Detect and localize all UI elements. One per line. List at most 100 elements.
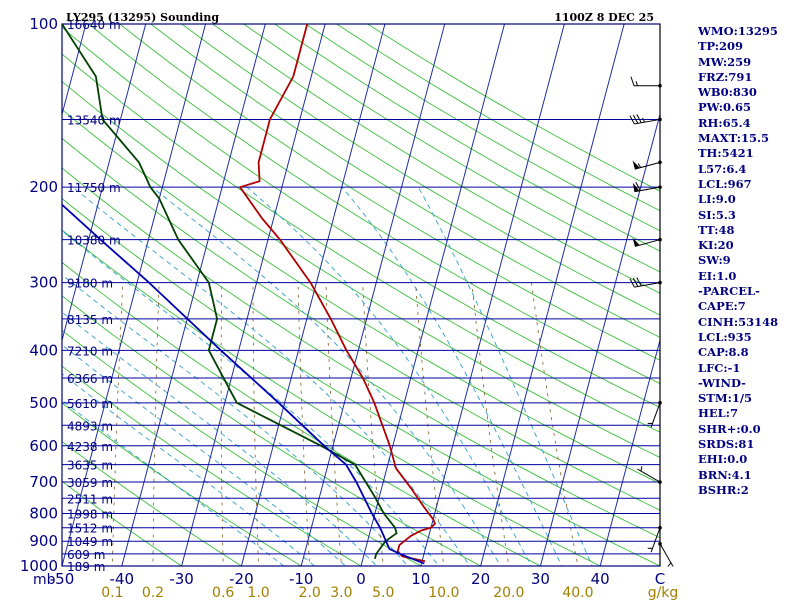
dewpoint-line bbox=[62, 24, 398, 560]
wind-barb bbox=[632, 182, 662, 193]
index-line: MAXT:15.5 bbox=[698, 131, 769, 146]
height-label: 2511 m bbox=[67, 492, 113, 506]
height-label: 3635 m bbox=[67, 459, 113, 473]
pressure-tick-label: 300 bbox=[29, 274, 58, 292]
pressure-tick-label: 500 bbox=[29, 394, 58, 412]
temperature-tick-label: 40 bbox=[591, 570, 610, 588]
moist-adiabat bbox=[246, 186, 532, 566]
pressure-tick-label: 700 bbox=[29, 473, 58, 491]
isotherm bbox=[62, 24, 207, 566]
dry-adiabat bbox=[62, 261, 542, 566]
wind-barb bbox=[647, 525, 662, 553]
isotherm bbox=[480, 24, 625, 566]
moist-adiabat bbox=[151, 186, 502, 566]
dry-adiabat bbox=[62, 197, 660, 566]
height-label: 1998 m bbox=[67, 507, 113, 521]
temperature-tick-label: -30 bbox=[169, 570, 194, 588]
wind-barb bbox=[632, 160, 662, 170]
mixing-ratio-label: 5.0 bbox=[372, 585, 394, 600]
index-line: EI:1.0 bbox=[698, 268, 737, 283]
isotherm bbox=[240, 24, 386, 566]
dry-adiabat bbox=[62, 295, 482, 566]
isotherm bbox=[599, 338, 660, 566]
index-line: CAPE:7 bbox=[698, 299, 746, 314]
wind-barb bbox=[637, 466, 662, 484]
wind-barb bbox=[629, 114, 662, 125]
mixing-ratio-line bbox=[362, 282, 384, 566]
height-label: 4238 m bbox=[67, 440, 113, 454]
index-line: STM:1/5 bbox=[698, 391, 753, 406]
mixing-ratio-line bbox=[471, 282, 510, 566]
height-label: 13540 m bbox=[67, 113, 121, 127]
height-label: 3059 m bbox=[67, 476, 113, 490]
indices-panel: WMO:13295 TP:209 MW:259 FRZ:791 WB0:830 PW:0.… bbox=[698, 24, 798, 498]
dry-adiabat bbox=[212, 24, 660, 294]
pressure-unit-label: mb bbox=[33, 572, 56, 588]
height-label: 8135 m bbox=[67, 313, 113, 327]
mixing-ratio-label: 1.0 bbox=[247, 585, 269, 600]
mixing-ratio-label: 10.0 bbox=[428, 585, 459, 600]
wind-barb bbox=[647, 401, 662, 428]
mixing-ratio-line bbox=[297, 282, 311, 566]
index-line: RH:65.4 bbox=[698, 115, 751, 130]
index-line: HEL:7 bbox=[698, 406, 738, 421]
index-line: BRN:4.1 bbox=[698, 467, 752, 482]
temperature-tick-label: 20 bbox=[471, 570, 490, 588]
pressure-tick-label: 200 bbox=[29, 178, 58, 196]
pressure-tick-label: 900 bbox=[29, 532, 58, 550]
index-line: TP:209 bbox=[698, 39, 744, 54]
sounding-time: 1100Z 8 DEC 25 bbox=[554, 11, 654, 24]
dry-adiabat bbox=[62, 137, 660, 511]
mixing-ratio-label: 0.1 bbox=[101, 585, 123, 600]
index-line: FRZ:791 bbox=[698, 69, 753, 84]
dry-adiabat bbox=[62, 229, 602, 566]
dry-adiabat bbox=[62, 53, 660, 433]
mixing-ratio-line bbox=[152, 282, 160, 566]
height-label: 609 m bbox=[67, 548, 105, 562]
index-line: TH:5421 bbox=[698, 146, 754, 161]
index-line: PW:0.65 bbox=[698, 100, 752, 115]
mixing-ratio-label: 40.0 bbox=[562, 585, 593, 600]
plot-frame bbox=[61, 23, 661, 567]
dry-adiabat bbox=[243, 24, 660, 273]
index-line: EHI:0.0 bbox=[698, 452, 748, 467]
temperature-tick-label: -10 bbox=[289, 570, 314, 588]
dry-adiabat bbox=[62, 80, 660, 458]
dry-adiabat bbox=[274, 24, 660, 252]
mixing-ratio-label: 0.6 bbox=[212, 585, 234, 600]
index-line: CAP:8.8 bbox=[698, 345, 749, 360]
index-line: SHR+:0.0 bbox=[698, 421, 761, 436]
sounding-title: LY295 (13295) Sounding bbox=[66, 11, 219, 24]
temperature-tick-label: -40 bbox=[110, 570, 135, 588]
dry-adiabat bbox=[62, 440, 243, 566]
height-label: 6366 m bbox=[67, 372, 113, 386]
mixing-ratio-label: 3.0 bbox=[330, 585, 352, 600]
isotherm bbox=[300, 24, 446, 566]
index-line: TT:48 bbox=[698, 222, 735, 237]
dry-adiabat bbox=[62, 365, 362, 566]
height-label: 1049 m bbox=[67, 535, 113, 549]
index-line: WB0:830 bbox=[698, 85, 757, 100]
index-line: L57:6.4 bbox=[698, 161, 747, 176]
temperature-tick-label: 30 bbox=[531, 570, 550, 588]
height-label: 9180 m bbox=[67, 277, 113, 291]
mixing-ratio-line bbox=[252, 282, 260, 566]
index-line: BSHR:2 bbox=[698, 482, 749, 497]
mixing-ratio-label: 2.0 bbox=[299, 585, 321, 600]
index-line: WMO:13295 bbox=[698, 24, 778, 38]
dry-adiabat bbox=[88, 24, 660, 385]
index-line: LFC:-1 bbox=[698, 360, 741, 375]
mixing-ratio-label: 20.0 bbox=[493, 585, 524, 600]
temperature-tick-label: 0 bbox=[356, 570, 366, 588]
temperature-tick-label: 10 bbox=[411, 570, 430, 588]
dry-adiabat bbox=[62, 108, 660, 484]
moist-adiabat bbox=[62, 311, 378, 566]
mixing-ratio-label: 0.2 bbox=[142, 585, 164, 600]
wind-barb bbox=[630, 76, 662, 88]
parcel-line bbox=[62, 203, 425, 565]
moist-adiabat bbox=[72, 186, 471, 566]
dry-adiabat bbox=[150, 24, 660, 338]
mixing-ratio-line bbox=[415, 282, 445, 566]
temperature-line bbox=[239, 24, 436, 563]
